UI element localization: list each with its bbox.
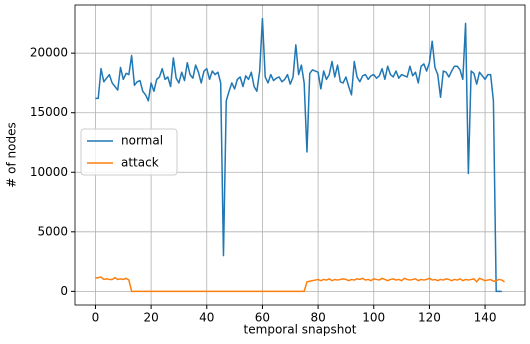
y-axis-label: # of nodes <box>5 122 19 187</box>
legend-label: normal <box>121 134 163 148</box>
y-tick-label: 10000 <box>30 165 68 179</box>
y-tick-label: 20000 <box>30 46 68 60</box>
x-tick-label: 0 <box>92 311 100 325</box>
y-tick-label: 0 <box>60 284 68 298</box>
y-tick-label: 5000 <box>37 224 68 238</box>
x-tick-label: 20 <box>143 311 158 325</box>
x-axis-label: temporal snapshot <box>244 323 357 337</box>
y-tick-label: 15000 <box>30 105 68 119</box>
x-tick-label: 140 <box>474 311 497 325</box>
plot-frame <box>74 4 526 306</box>
x-tick-label: 40 <box>199 311 214 325</box>
x-tick-label: 80 <box>310 311 325 325</box>
legend-label: attack <box>121 156 159 170</box>
x-tick-label: 100 <box>362 311 385 325</box>
x-tick-label: 120 <box>418 311 441 325</box>
x-tick-label: 60 <box>255 311 270 325</box>
data-line <box>95 17 502 293</box>
data-line <box>95 276 505 293</box>
